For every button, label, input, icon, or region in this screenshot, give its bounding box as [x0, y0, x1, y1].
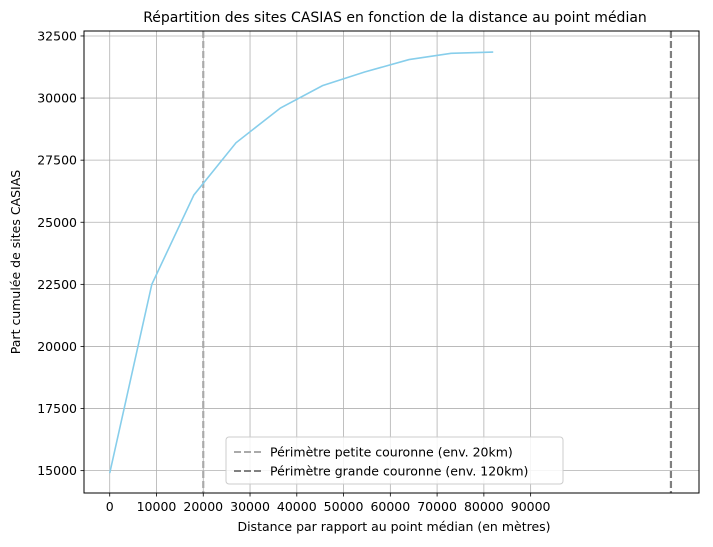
y-axis-label: Part cumulée de sites CASIAS [8, 170, 23, 354]
y-tick-label: 17500 [37, 401, 77, 416]
chart-title: Répartition des sites CASIAS en fonction… [143, 10, 647, 26]
y-tick-label: 22500 [37, 277, 77, 292]
legend-label-grande-couronne: Périmètre grande couronne (env. 120km) [270, 464, 528, 479]
x-tick-label: 80000 [464, 499, 504, 514]
x-tick-label: 50000 [324, 499, 364, 514]
x-axis-label: Distance par rapport au point médian (en… [237, 519, 550, 534]
reference-lines [202, 31, 673, 493]
y-tick-label: 27500 [37, 153, 77, 168]
y-tick-label: 30000 [37, 91, 77, 106]
x-tick-label: 20000 [183, 499, 223, 514]
x-tick-label: 40000 [277, 499, 317, 514]
y-tick-label: 20000 [37, 339, 77, 354]
grid [84, 31, 699, 493]
x-tick-label: 90000 [511, 499, 551, 514]
x-tick-label: 70000 [417, 499, 457, 514]
x-tick-label: 0 [106, 499, 114, 514]
x-tick-label: 10000 [137, 499, 177, 514]
y-tick-label: 32500 [37, 28, 77, 43]
legend-box [225, 436, 564, 485]
y-tick-label: 15000 [37, 463, 77, 478]
legend-label-petite-couronne: Périmètre petite couronne (env. 20km) [270, 445, 513, 460]
x-tick-label: 30000 [230, 499, 270, 514]
x-axis: 0 10000 20000 30000 40000 50000 60000 70000 8000… [106, 493, 551, 514]
x-tick-label: 60000 [370, 499, 410, 514]
y-axis: 15000 17500 20000 22500 25000 27500 30000 32500 [37, 28, 84, 478]
series-layer [108, 51, 494, 474]
y-tick-label: 25000 [37, 215, 77, 230]
series-line [108, 51, 494, 474]
plot-frame [83, 30, 700, 494]
legend: Périmètre petite couronne (env. 20km) Pé… [225, 436, 564, 485]
